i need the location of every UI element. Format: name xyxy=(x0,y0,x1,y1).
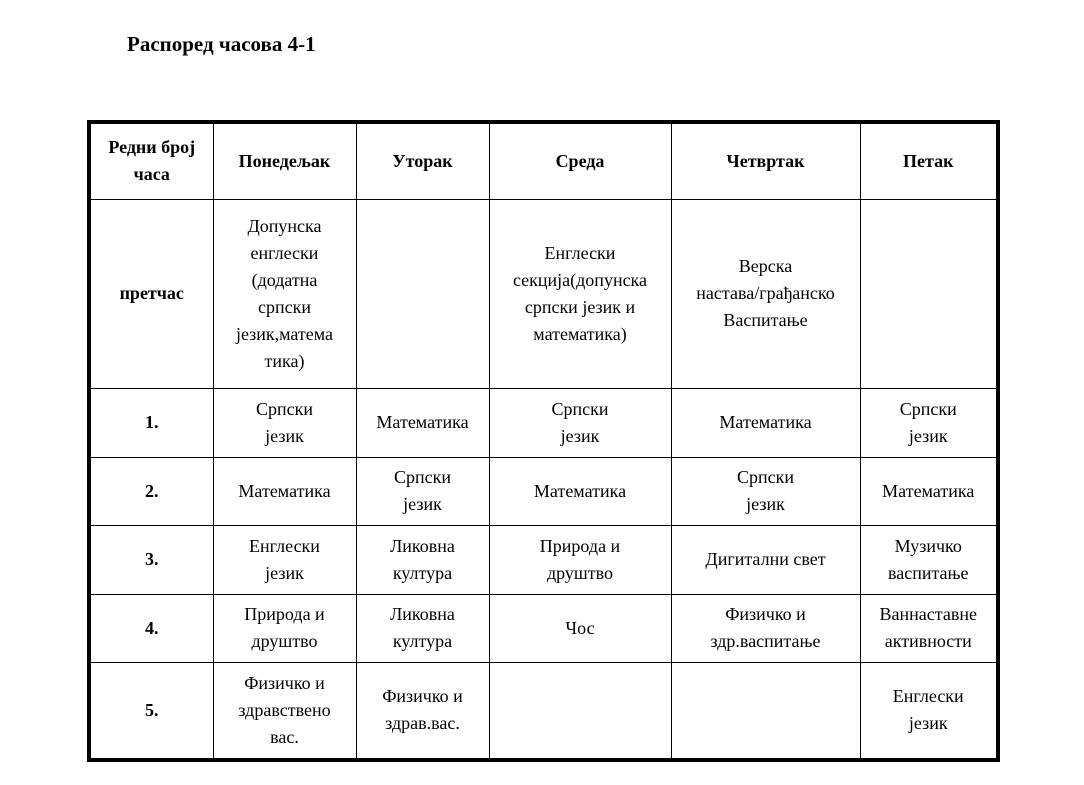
column-header: Среда xyxy=(488,121,672,200)
lesson-cell: Ликовна култура xyxy=(355,524,490,595)
lesson-cell: Ваннаставне активности xyxy=(859,593,999,663)
period-label: претчас xyxy=(88,198,214,389)
lesson-cell: Верска настава/грађанско Васпитање xyxy=(670,198,861,389)
lesson-cell: Српски језик xyxy=(859,387,999,458)
lesson-cell xyxy=(670,661,861,761)
table-row: 2. Математика Српски језик Математика Српски… xyxy=(88,456,999,526)
lesson-cell: Ликовна култура xyxy=(355,593,490,663)
lesson-cell: Физичко и здрав.вас. xyxy=(355,661,490,761)
lesson-cell: Физичко и здравствено вас. xyxy=(212,661,357,761)
period-label: 2. xyxy=(88,456,214,526)
lesson-cell: Енглески језик xyxy=(859,661,999,761)
lesson-cell: Енглески језик xyxy=(212,524,357,595)
table-row: претчас Допунска енглески (додатна српски… xyxy=(88,198,999,389)
schedule-table: Редни број часа Понедељак Уторак Среда Четвр… xyxy=(87,120,1000,762)
period-label: 3. xyxy=(88,524,214,595)
lesson-cell: Математика xyxy=(355,387,490,458)
lesson-cell: Математика xyxy=(488,456,672,526)
lesson-cell: Српски језик xyxy=(355,456,490,526)
column-header: Понедељак xyxy=(212,121,357,200)
period-label: 4. xyxy=(88,593,214,663)
lesson-cell: Математика xyxy=(212,456,357,526)
lesson-cell: Српски језик xyxy=(212,387,357,458)
lesson-cell: Природа и друштво xyxy=(488,524,672,595)
lesson-cell: Математика xyxy=(670,387,861,458)
lesson-cell: Музичко васпитање xyxy=(859,524,999,595)
table-row: 5. Физичко и здравствено вас. Физичко и зд… xyxy=(88,661,999,761)
column-header: Редни број часа xyxy=(88,121,214,200)
lesson-cell: Физичко и здр.васпитање xyxy=(670,593,861,663)
header-row: Редни број часа Понедељак Уторак Среда Четвр… xyxy=(88,121,999,200)
lesson-cell: Чос xyxy=(488,593,672,663)
lesson-cell xyxy=(355,198,490,389)
period-label: 5. xyxy=(88,661,214,761)
column-header: Четвртак xyxy=(670,121,861,200)
column-header: Уторак xyxy=(355,121,490,200)
lesson-cell: Српски језик xyxy=(488,387,672,458)
lesson-cell: Математика xyxy=(859,456,999,526)
lesson-cell xyxy=(859,198,999,389)
table-row: 3. Енглески језик Ликовна култура Природа и… xyxy=(88,524,999,595)
lesson-cell: Природа и друштво xyxy=(212,593,357,663)
lesson-cell: Дигитални свет xyxy=(670,524,861,595)
lesson-cell: Допунска енглески (додатна српски језик,… xyxy=(212,198,357,389)
lesson-cell: Српски језик xyxy=(670,456,861,526)
document-title: Распоред часова 4-1 xyxy=(127,32,316,56)
period-label: 1. xyxy=(88,387,214,458)
table-row: 1. Српски језик Математика Српски језик Мате… xyxy=(88,387,999,458)
column-header: Петак xyxy=(859,121,999,200)
table-row: 4. Природа и друштво Ликовна култура Чос Физ… xyxy=(88,593,999,663)
lesson-cell: Енглески секција(допунска српски језик и… xyxy=(488,198,672,389)
lesson-cell xyxy=(488,661,672,761)
